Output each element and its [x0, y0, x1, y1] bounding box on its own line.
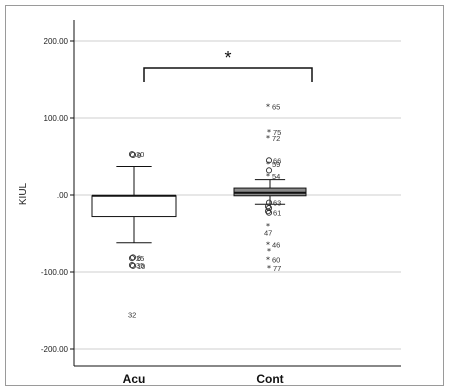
outlier-label: 75 — [273, 128, 281, 137]
significance-bracket — [143, 67, 313, 82]
outlier-label: 32 — [128, 310, 136, 319]
outlier-circle — [265, 167, 273, 174]
outlier-label: 46 — [272, 240, 280, 249]
x-category-label: Cont — [256, 372, 283, 385]
outlier-label: 54 — [272, 172, 280, 181]
outlier-label: 20 — [136, 150, 144, 159]
y-axis: KIUL 200.00 100.00 .00 -100.00 -200.00 — [18, 20, 75, 366]
significance-star: * — [224, 48, 231, 68]
outlier-circle — [129, 151, 137, 159]
outlier-star: * — [266, 160, 270, 169]
outlier-star: * — [267, 264, 271, 273]
box-acu — [91, 195, 177, 218]
outlier-label: 63 — [273, 199, 281, 208]
outlier-star: * — [266, 222, 270, 231]
outlier-label: 10 — [137, 262, 145, 271]
outlier-star: * — [266, 102, 270, 111]
outlier-circle — [128, 262, 136, 269]
outlier-star: * — [267, 247, 271, 256]
outlier-circle — [265, 157, 273, 164]
y-tick-label: -100.00 — [41, 268, 69, 277]
outlier-star: * — [267, 128, 271, 137]
boxes — [91, 166, 307, 244]
y-tick-label: 200.00 — [44, 37, 69, 46]
outlier-label: 72 — [272, 134, 280, 143]
outlier-star: * — [266, 172, 270, 181]
significance-annotation: * — [143, 48, 313, 82]
outlier-label: 65 — [272, 102, 280, 111]
outlier-label: 35 — [136, 261, 144, 270]
outlier-label: 61 — [273, 209, 281, 218]
outlier-star: * — [266, 256, 270, 265]
x-axis: Acu Cont — [74, 365, 401, 385]
y-axis-label: KIUL — [18, 182, 29, 205]
outlier-circle — [129, 262, 137, 269]
outlier-circle — [128, 151, 136, 158]
y-tick-label: .00 — [57, 191, 69, 200]
outlier-label: 25 — [136, 254, 144, 263]
outlier-label: 9 — [137, 151, 141, 160]
outlier-circle — [265, 209, 273, 216]
outlier-circle — [264, 203, 272, 210]
outlier-label: 66 — [273, 156, 281, 165]
outlier-star: * — [266, 240, 270, 249]
outlier-label: 59 — [272, 160, 280, 169]
outlier-label: 47 — [264, 229, 272, 238]
x-category-label: Acu — [123, 372, 146, 385]
y-tick-label: 100.00 — [44, 114, 69, 123]
outlier-label: 60 — [272, 256, 280, 265]
outlier-circle — [129, 254, 137, 261]
y-tick-label: -200.00 — [41, 345, 69, 354]
outlier-label: 6 — [137, 253, 141, 262]
outlier-circle — [265, 205, 273, 212]
outlier-label: 77 — [273, 264, 281, 273]
outlier-circle — [128, 255, 136, 262]
chart-frame: KIUL 200.00 100.00 .00 -100.00 -200.00 20 9 25… — [5, 5, 444, 386]
outlier-circle — [264, 208, 272, 215]
boxplot-chart: KIUL 200.00 100.00 .00 -100.00 -200.00 209 25… — [18, 20, 401, 385]
outlier-star: * — [266, 134, 270, 143]
